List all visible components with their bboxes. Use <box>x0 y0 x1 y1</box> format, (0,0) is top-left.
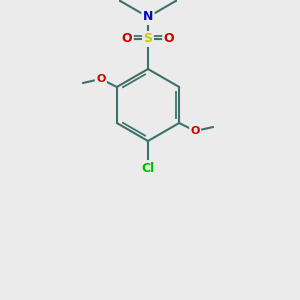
Text: O: O <box>164 32 174 46</box>
Text: Cl: Cl <box>141 161 154 175</box>
Text: O: O <box>122 32 132 46</box>
Text: N: N <box>143 11 153 23</box>
Text: O: O <box>190 126 200 136</box>
Text: O: O <box>96 74 106 84</box>
Text: S: S <box>143 32 152 46</box>
